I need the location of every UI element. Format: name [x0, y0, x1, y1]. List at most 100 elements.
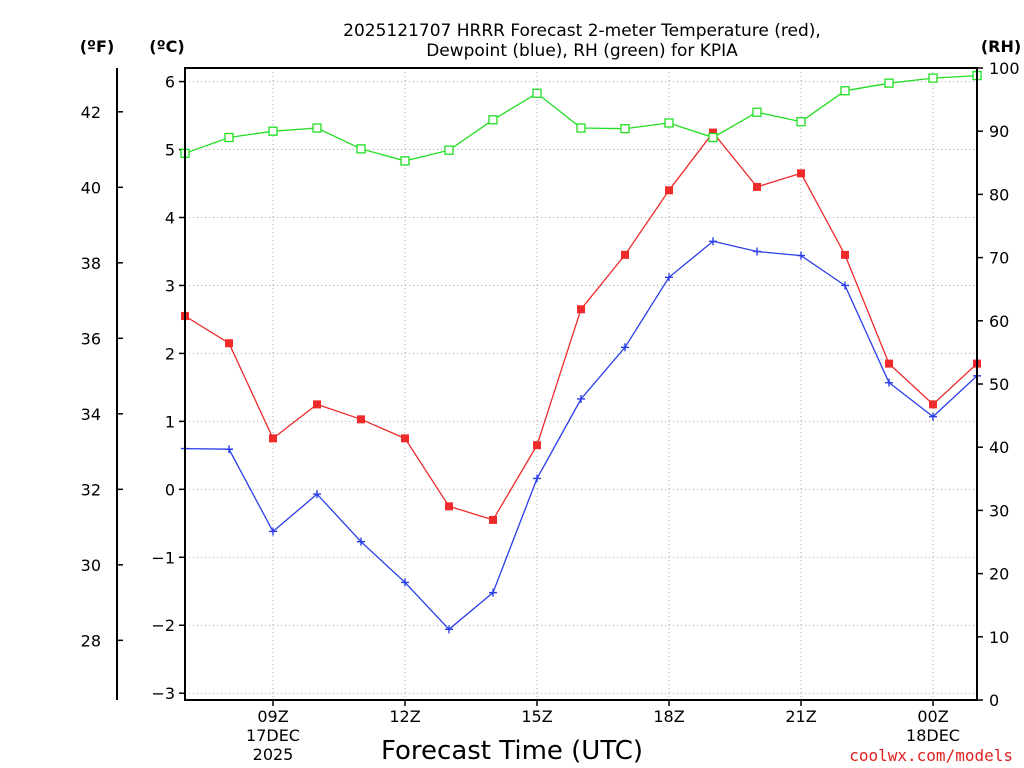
- temperature-point: [269, 434, 277, 443]
- fahrenheit-tick-label: 28: [81, 631, 101, 650]
- dewpoint-point: [929, 412, 937, 421]
- temperature-point: [445, 502, 453, 511]
- temperature-series: [181, 128, 981, 524]
- fahrenheit-tick-label: 38: [81, 254, 101, 273]
- dewpoint-point: [709, 237, 717, 246]
- celsius-unit-label: (ºC): [149, 37, 184, 56]
- rh-tick-label: 70: [989, 249, 1009, 268]
- temperature-point: [665, 186, 673, 195]
- temperature-point: [621, 250, 629, 259]
- rh-point: [488, 115, 498, 125]
- fahrenheit-tick-label: 42: [81, 103, 101, 122]
- temperature-point: [313, 400, 321, 409]
- rh-tick-label: 30: [989, 501, 1009, 520]
- dewpoint-point: [533, 474, 541, 483]
- dewpoint-point: [357, 537, 365, 546]
- rh-tick-label: 80: [989, 185, 1009, 204]
- celsius-tick-label: 6: [165, 73, 175, 92]
- temperature-point: [753, 182, 761, 191]
- x-tick-label: 00Z: [917, 707, 948, 726]
- x-tick-label: 12Z: [389, 707, 420, 726]
- temperature-point: [929, 400, 937, 409]
- temperature-point: [841, 250, 849, 259]
- x-tick-year-label: 2025: [253, 745, 294, 764]
- temperature-point: [225, 339, 233, 348]
- x-tick-label: 18Z: [653, 707, 684, 726]
- x-axis-title: Forecast Time (UTC): [381, 736, 643, 766]
- dewpoint-point: [621, 343, 629, 352]
- rh-tick-label: 60: [989, 312, 1009, 331]
- celsius-tick-label: 4: [165, 209, 175, 228]
- temperature-point: [533, 441, 541, 450]
- rh-tick-label: 50: [989, 375, 1009, 394]
- rh-line: [184, 74, 978, 162]
- chart-title-line2: Dewpoint (blue), RH (green) for KPIA: [426, 41, 738, 61]
- dewpoint-point: [753, 247, 761, 256]
- temperature-point: [489, 515, 497, 524]
- plot-frame: [184, 67, 978, 701]
- dewpoint-point: [577, 394, 585, 403]
- temperature-line: [184, 131, 978, 521]
- x-tick-label: 21Z: [785, 707, 816, 726]
- x-tick-date-label: 17DEC: [246, 726, 300, 745]
- rh-point: [356, 144, 366, 154]
- rh-point: [752, 107, 762, 117]
- temperature-point: [357, 415, 365, 424]
- rh-point: [268, 126, 278, 136]
- celsius-tick-label: 5: [165, 141, 175, 160]
- celsius-tick-label: 0: [165, 480, 175, 499]
- rh-point: [444, 145, 454, 155]
- dewpoint-point: [885, 378, 893, 387]
- fahrenheit-tick-label: 40: [81, 178, 101, 197]
- rh-unit-label: (RH): [981, 37, 1021, 56]
- rh-tick-label: 90: [989, 122, 1009, 141]
- rh-point: [708, 132, 718, 143]
- celsius-tick-label: 1: [165, 412, 175, 431]
- dewpoint-line: [184, 240, 978, 631]
- rh-point: [312, 123, 322, 133]
- fahrenheit-tick-label: 30: [81, 556, 101, 575]
- rh-series: [180, 70, 982, 166]
- celsius-axis: −3 −2 −1 0 1 2 3 4 5 6: [151, 73, 185, 703]
- dewpoint-point: [445, 625, 453, 634]
- rh-point: [796, 117, 806, 127]
- rh-tick-label: 10: [989, 628, 1009, 647]
- temperature-point: [401, 434, 409, 443]
- rh-point: [224, 132, 234, 143]
- celsius-tick-label: −2: [151, 616, 175, 635]
- rh-tick-label: 0: [989, 691, 999, 710]
- data-series: [180, 70, 982, 634]
- fahrenheit-tick-label: 34: [81, 405, 101, 424]
- rh-point: [532, 88, 542, 98]
- fahrenheit-unit-label: (ºF): [80, 37, 115, 56]
- rh-point: [400, 156, 410, 166]
- x-tick-label: 15Z: [521, 707, 552, 726]
- rh-point: [928, 73, 938, 83]
- dewpoint-point: [313, 490, 321, 499]
- rh-tick-label: 100: [989, 59, 1020, 78]
- dewpoint-point: [401, 578, 409, 587]
- chart-title-line1: 2025121707 HRRR Forecast 2-meter Tempera…: [343, 21, 821, 41]
- temperature-point: [797, 169, 805, 178]
- celsius-tick-label: 3: [165, 276, 175, 295]
- temperature-point: [885, 359, 893, 368]
- fahrenheit-tick-label: 32: [81, 480, 101, 499]
- dewpoint-point: [841, 281, 849, 290]
- rh-point: [884, 78, 894, 88]
- rh-point: [664, 118, 674, 128]
- source-credit: coolwx.com/models: [849, 746, 1013, 765]
- x-tick-date-label: 18DEC: [906, 726, 960, 745]
- celsius-tick-label: −1: [151, 548, 175, 567]
- celsius-tick-label: 2: [165, 344, 175, 363]
- rh-tick-label: 20: [989, 565, 1009, 584]
- rh-point: [840, 86, 850, 96]
- x-tick-label: 09Z: [257, 707, 288, 726]
- dewpoint-point: [665, 273, 673, 282]
- fahrenheit-tick-label: 36: [81, 329, 101, 348]
- temperature-point: [709, 128, 717, 137]
- gridlines: [185, 68, 977, 700]
- dewpoint-point: [797, 251, 805, 260]
- dewpoint-point: [225, 445, 233, 454]
- dewpoint-point: [489, 588, 497, 597]
